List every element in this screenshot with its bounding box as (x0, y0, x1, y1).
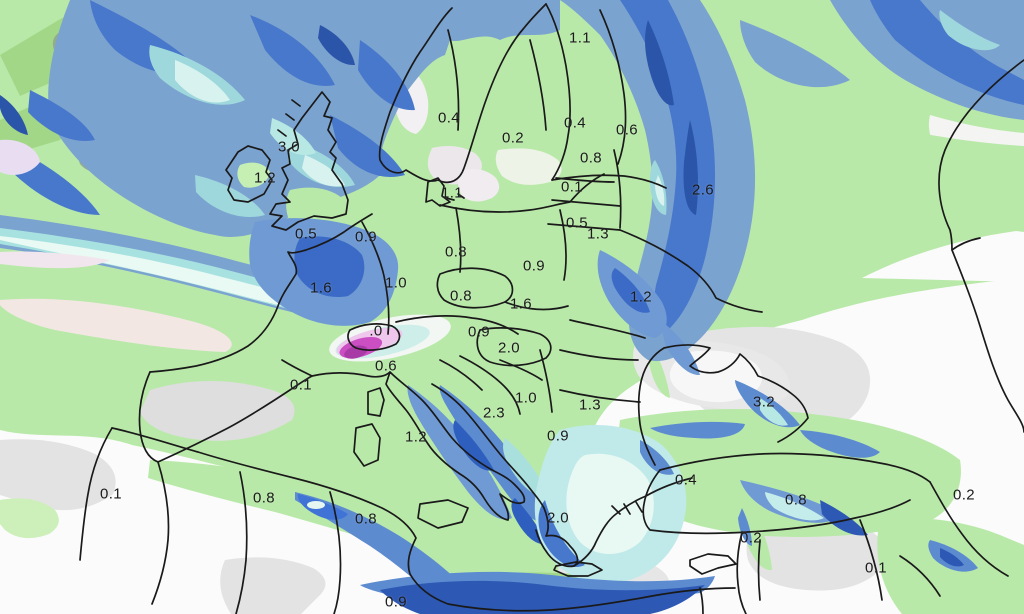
country-borders-layer (79, 3, 1024, 614)
